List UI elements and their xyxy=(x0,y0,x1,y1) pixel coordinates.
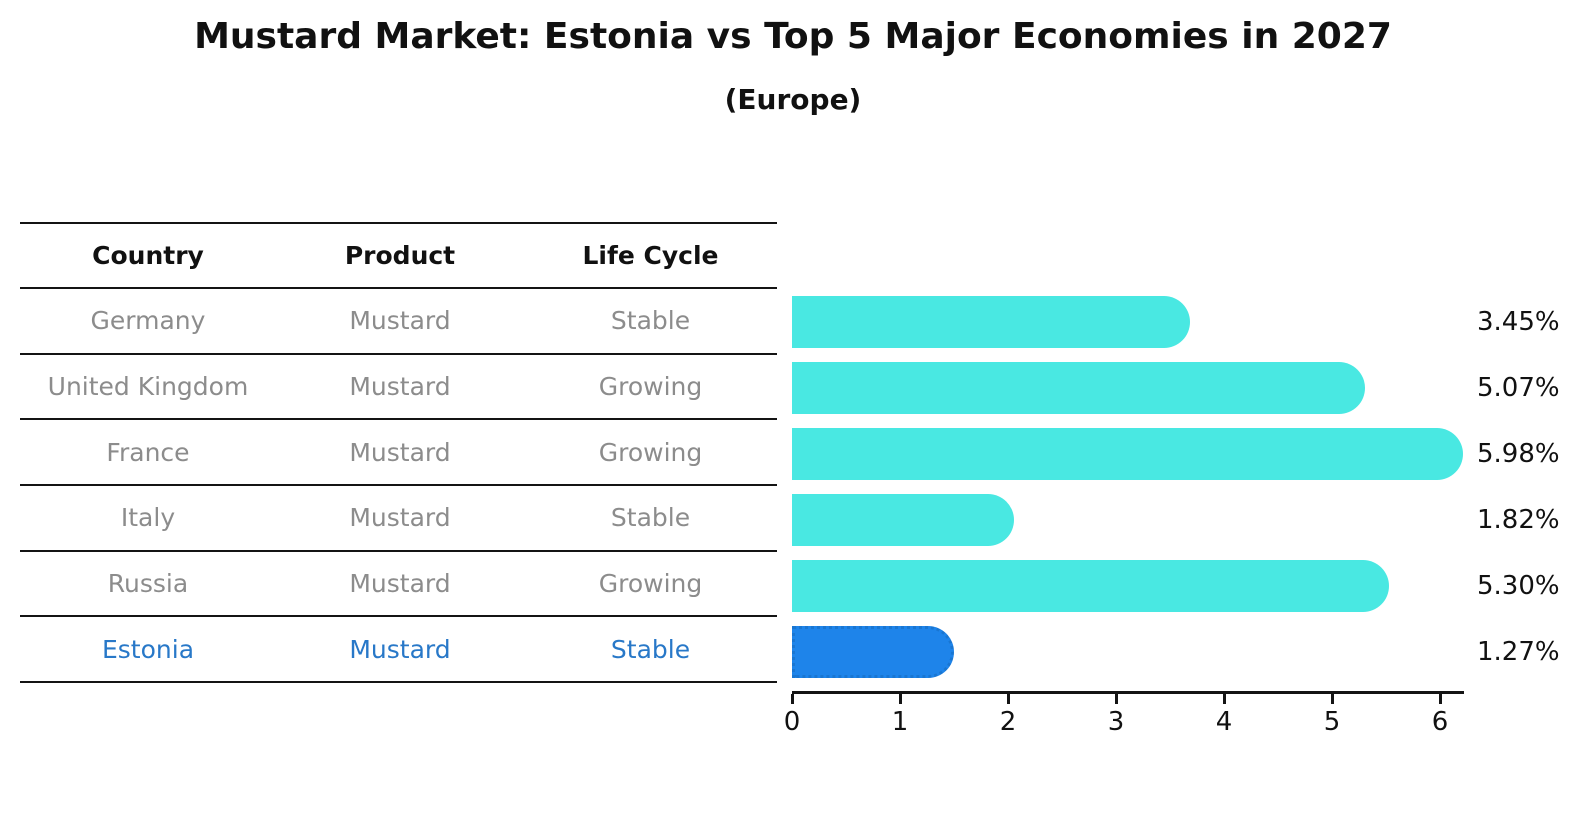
cell-life-cycle: Growing xyxy=(598,437,703,467)
x-axis-tick-label: 4 xyxy=(1215,707,1233,737)
x-axis-tick xyxy=(899,694,902,704)
cell-product: Mustard xyxy=(349,569,451,599)
x-axis-tick xyxy=(1439,694,1442,704)
page-subtitle: (Europe) xyxy=(724,83,862,116)
cell-country: Italy xyxy=(120,503,176,533)
x-axis-tick-label: 2 xyxy=(999,707,1017,737)
cell-product: Mustard xyxy=(349,503,451,533)
x-axis-tick-label: 6 xyxy=(1431,707,1449,737)
table-row-russia: Russia Mustard Growing xyxy=(20,552,777,618)
column-header-country: Country xyxy=(92,241,204,270)
x-axis-tick xyxy=(1115,694,1118,704)
cell-product: Mustard xyxy=(349,634,451,664)
bar-united-kingdom xyxy=(792,362,1365,414)
table-row-united-kingdom: United Kingdom Mustard Growing xyxy=(20,355,777,421)
cell-life-cycle: Stable xyxy=(610,306,691,336)
page-title: Mustard Market: Estonia vs Top 5 Major E… xyxy=(194,16,1392,57)
bar-chart-plot: 3.45% 5.07% 5.98% 1.82% 5.30% 1.27% 0 1 … xyxy=(783,290,1583,770)
column-header-product: Product xyxy=(344,241,456,270)
x-axis-tick-label: 0 xyxy=(783,707,801,737)
x-axis-tick-label: 1 xyxy=(891,707,909,737)
value-label-france: 5.98% xyxy=(1477,439,1560,469)
x-axis-tick-label: 3 xyxy=(1107,707,1125,737)
value-label-germany: 3.45% xyxy=(1477,307,1560,337)
table-row-estonia: Estonia Mustard Stable xyxy=(20,617,777,684)
cell-product: Mustard xyxy=(349,372,451,402)
bar-france xyxy=(792,428,1463,480)
cell-country: Germany xyxy=(90,306,206,336)
value-label-russia: 5.30% xyxy=(1477,571,1560,601)
bar-russia xyxy=(792,560,1390,612)
cell-country: Estonia xyxy=(101,634,195,664)
cell-product: Mustard xyxy=(349,306,451,336)
x-axis-tick xyxy=(1007,694,1010,704)
cell-life-cycle: Growing xyxy=(598,372,703,402)
cell-country: France xyxy=(106,437,190,467)
table-row-france: France Mustard Growing xyxy=(20,420,777,487)
cell-life-cycle: Stable xyxy=(610,634,691,664)
cell-life-cycle: Stable xyxy=(610,503,691,533)
x-axis-tick xyxy=(1223,694,1226,704)
value-label-italy: 1.82% xyxy=(1477,505,1560,535)
table-row-germany: Germany Mustard Stable xyxy=(20,289,777,355)
bar-italy xyxy=(792,494,1014,546)
column-header-life-cycle: Life Cycle xyxy=(582,241,719,270)
table-row-italy: Italy Mustard Stable xyxy=(20,486,777,552)
cell-country: Russia xyxy=(107,569,189,599)
country-table: Country Product Life Cycle Germany Musta… xyxy=(20,222,777,684)
x-axis-tick-label: 5 xyxy=(1323,707,1341,737)
value-label-united-kingdom: 5.07% xyxy=(1477,373,1560,403)
cell-country: United Kingdom xyxy=(47,372,249,402)
bar-germany xyxy=(792,296,1190,348)
cell-life-cycle: Growing xyxy=(598,569,703,599)
table-header-row: Country Product Life Cycle xyxy=(20,222,777,289)
bar-estonia xyxy=(792,626,955,678)
value-label-estonia: 1.27% xyxy=(1477,637,1560,667)
x-axis-tick xyxy=(1331,694,1334,704)
x-axis-tick xyxy=(791,694,794,704)
x-axis-line xyxy=(792,691,1464,694)
cell-product: Mustard xyxy=(349,437,451,467)
